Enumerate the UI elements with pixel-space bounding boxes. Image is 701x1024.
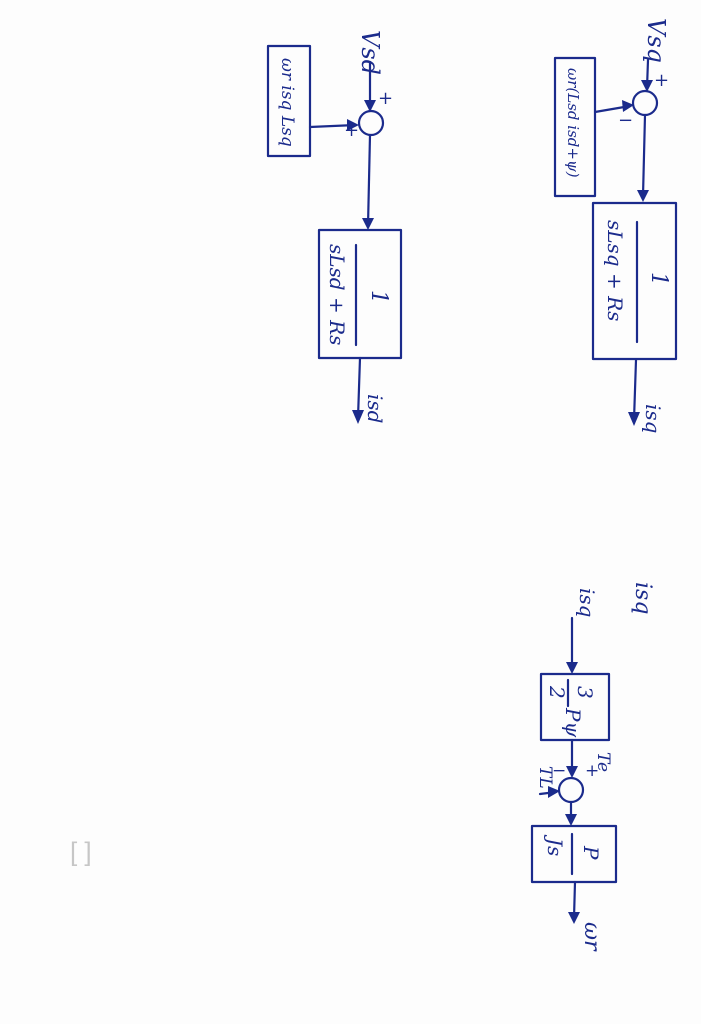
q-output-line (632, 358, 638, 422)
d-feedforward-box (266, 44, 312, 158)
d-axis-loop: Vsd + + ωr isq Lsq 1 sLsd + Rs (266, 30, 403, 424)
mech-output-label: ωr (579, 922, 604, 952)
tl-label: TL (535, 766, 555, 789)
d-output-label: isd (363, 394, 387, 423)
mech-input-arrowhead (566, 662, 578, 674)
q-feedforward-box (553, 56, 597, 198)
q-output-label: isq (641, 404, 665, 433)
q-sign-top: + (654, 70, 669, 91)
q-input-arrowhead (641, 80, 653, 92)
q-sum-to-block-line (641, 113, 647, 198)
q-axis-loop: Vsq + − ωr(Lsd isd+ψ) 1 sLsq + Rs isq (553, 18, 678, 433)
tl-arrowhead (548, 786, 560, 798)
d-block-denominator: sLsd + Rs (325, 244, 349, 345)
d-output-arrowhead (352, 410, 364, 424)
mechanical-loop: isq isq 3 2 Pψ Te + TL − P (530, 582, 655, 952)
torque-factor: Pψ (561, 707, 585, 737)
mech-scribble: isq (630, 582, 655, 614)
q-feedforward-arrowhead (622, 100, 634, 112)
torque-constant-block (539, 672, 611, 742)
d-feedforward-text: ωr isq Lsq (277, 58, 297, 147)
inertia-numerator: P (579, 845, 603, 860)
q-feedforward-text: ωr(Lsd isd+ψ) (564, 68, 582, 178)
mech-block-arrowhead (565, 814, 577, 826)
torque-denominator: 2 (545, 685, 569, 699)
q-sign-left: − (618, 110, 633, 131)
q-block-arrowhead (637, 190, 649, 202)
d-block-arrowhead (362, 218, 374, 230)
q-input-label: Vsq (642, 18, 670, 63)
mech-sign-plus: + (585, 761, 599, 781)
d-summing-junction (357, 109, 385, 137)
d-output-line (356, 356, 362, 420)
te-arrowhead (566, 766, 578, 778)
inertia-denominator: Js (543, 834, 567, 856)
te-label: Te (593, 752, 613, 772)
q-block-numerator: 1 (646, 272, 671, 286)
d-sign-top: + (378, 88, 393, 109)
q-transfer-block (591, 201, 678, 361)
d-sum-to-block-line (366, 133, 372, 228)
mech-input-label: isq (575, 588, 599, 617)
torque-numerator: 3 (573, 686, 597, 699)
q-output-arrowhead (628, 412, 640, 426)
mech-summing-junction (557, 776, 585, 804)
d-input-arrowhead (364, 100, 376, 112)
mech-sign-minus: − (552, 761, 566, 781)
mech-output-arrowhead (568, 912, 580, 924)
d-feedforward-arrowhead (347, 119, 359, 131)
q-summing-junction (631, 89, 659, 117)
q-block-denominator: sLsq + Rs (603, 220, 627, 321)
d-block-numerator: 1 (366, 290, 391, 304)
